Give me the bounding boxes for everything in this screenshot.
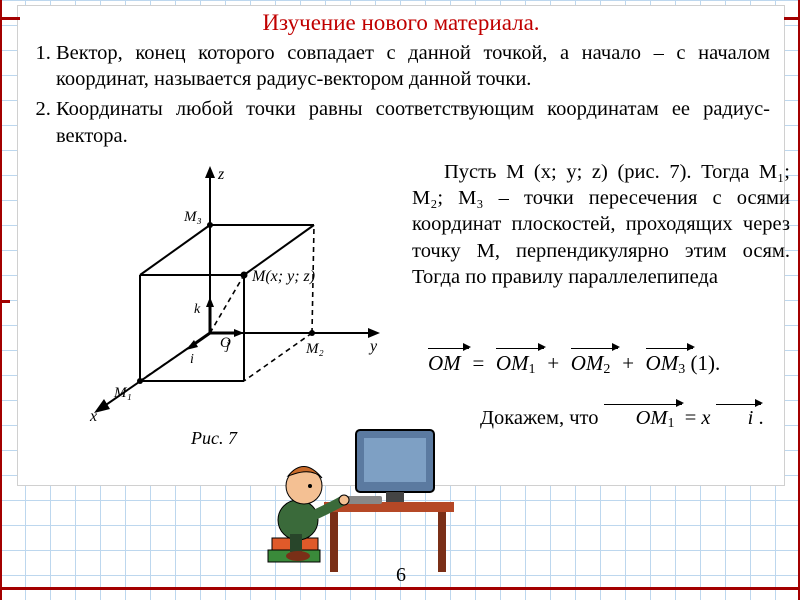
definition-list: Вектор, конец которого совпадает с данно… (36, 40, 770, 149)
M2-label: M₂ (305, 341, 324, 357)
svg-text:k: k (194, 302, 201, 317)
figure-7: z y x O k j i M(x; y; z) M₁ M₂ M₃ Рис. 7 (44, 163, 384, 449)
axis-x-label: x (89, 408, 97, 421)
page-number: 6 (396, 564, 406, 587)
eq-tail: (1). (690, 351, 720, 375)
prove-line: Докажем, что OM1 = x i . (448, 407, 764, 430)
prove-prefix: Докажем, что (480, 407, 604, 429)
definition-item-1: Вектор, конец которого совпадает с данно… (56, 40, 770, 92)
parallelepiped-diagram: z y x O k j i M(x; y; z) M₁ M₂ M₃ (44, 163, 384, 421)
axis-y-label: y (368, 338, 378, 355)
axis-z-label: z (217, 166, 225, 183)
frame-stub-tr (784, 17, 800, 20)
M3-label: M₃ (183, 209, 202, 225)
theory-paragraph: Пусть M (x; y; z) (рис. 7). Тогда M₁; M₂… (412, 159, 790, 290)
cartoon-boy-at-computer (246, 416, 456, 576)
section-heading: Изучение нового материала. (18, 6, 784, 38)
definition-item-2: Координаты любой точки равны соответству… (56, 96, 770, 148)
equation-parallelepiped: OM = OM1 + OM2 + OM3 (1). (428, 351, 720, 376)
point-M-label: M(x; y; z) (251, 268, 315, 285)
frame-stub-ml (0, 300, 10, 303)
content-panel: Изучение нового материала. Вектор, конец… (18, 6, 784, 485)
svg-text:i: i (190, 352, 194, 367)
frame-stub-tl (0, 17, 20, 20)
frame-bottom (0, 587, 800, 590)
M1-label: M₁ (113, 385, 132, 401)
